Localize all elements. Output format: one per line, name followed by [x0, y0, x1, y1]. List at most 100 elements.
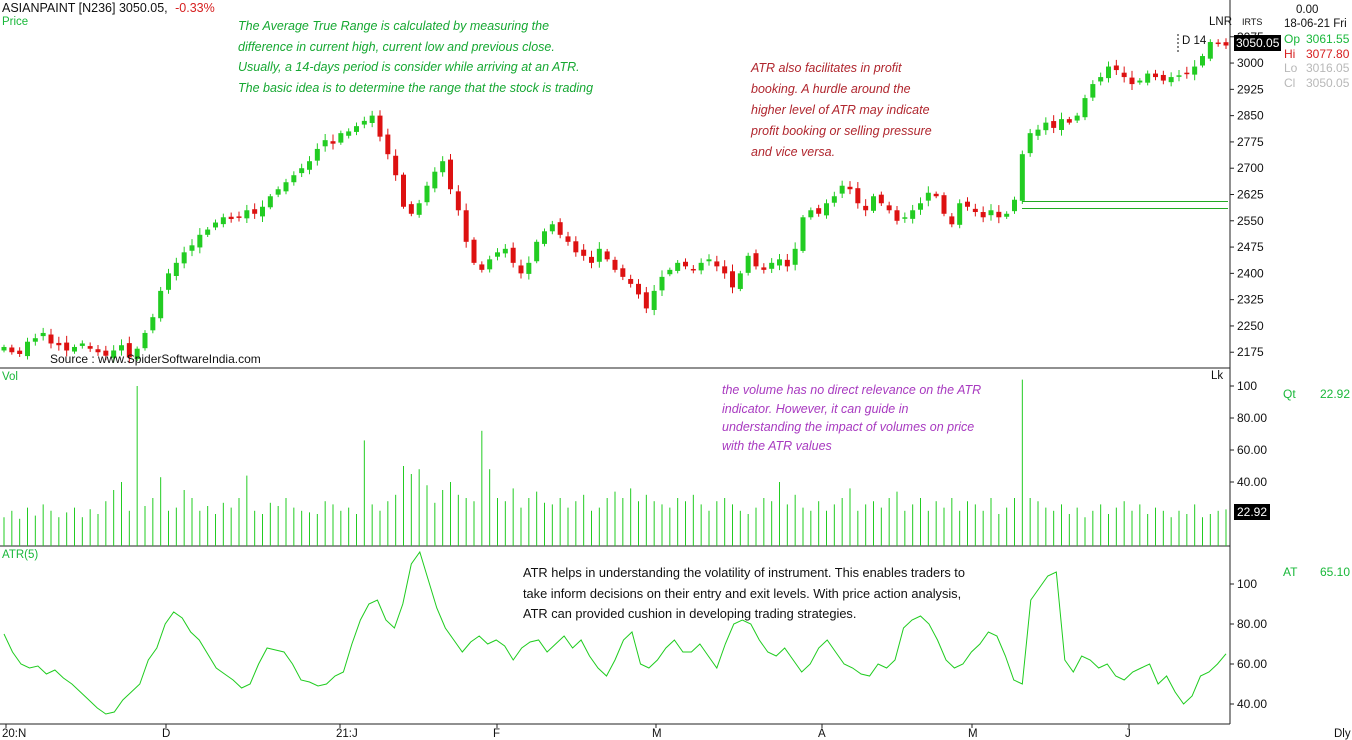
- price-tick-label: 2400: [1237, 266, 1264, 280]
- candle-body: [479, 264, 485, 270]
- candle-body: [761, 267, 767, 270]
- candle-body: [722, 266, 728, 274]
- candle-body: [542, 231, 547, 244]
- price-tick-label: 2700: [1237, 161, 1264, 175]
- candle-body: [189, 245, 195, 251]
- candle-body: [103, 350, 109, 356]
- candle-body: [800, 217, 806, 251]
- candle-body: [886, 205, 892, 211]
- note-line: indicator. However, it can guide in: [722, 401, 909, 416]
- candle-body: [839, 185, 845, 194]
- top-value: 0.00: [1296, 4, 1319, 16]
- candle-body: [448, 159, 453, 190]
- candle-body: [455, 191, 461, 211]
- note-volatility: ATR helps in understanding the volatilit…: [523, 563, 965, 625]
- candle-body: [675, 262, 681, 271]
- candle-body: [737, 273, 743, 289]
- candle-body: [855, 188, 861, 204]
- candle-body: [220, 217, 226, 225]
- candle-body: [784, 259, 790, 267]
- candle-body: [1098, 77, 1104, 82]
- atr-panel[interactable]: [3, 550, 1227, 715]
- candle-body: [1192, 66, 1198, 75]
- candle-body: [1082, 98, 1088, 118]
- candle-body: [918, 203, 923, 210]
- last-price: 3050.05,: [118, 1, 168, 15]
- candle-body: [48, 334, 54, 344]
- atr-tick-label: 100: [1237, 577, 1257, 591]
- atr-line: [3, 550, 1227, 715]
- candle-body: [252, 209, 258, 214]
- at-value: 65.10: [1320, 565, 1351, 579]
- price-label: Price: [2, 16, 29, 28]
- note-line: booking. A hurdle around the: [751, 82, 911, 96]
- price-tick-label: 3000: [1237, 56, 1264, 70]
- candle-body: [933, 193, 939, 197]
- candle-body: [1160, 74, 1166, 81]
- candle-body: [596, 248, 602, 262]
- candle-body: [354, 126, 359, 132]
- note-profit-booking: ATR also facilitates in profit booking. …: [751, 58, 932, 163]
- candle-body: [299, 168, 305, 174]
- note-line: The basic idea is to determine the range…: [238, 80, 594, 95]
- candle-body: [1207, 42, 1213, 59]
- candle-body: [173, 262, 179, 276]
- candle-body: [150, 317, 156, 331]
- candle-body: [636, 283, 641, 295]
- candle-body: [197, 234, 203, 248]
- candle-body: [401, 174, 406, 207]
- candle-body: [957, 203, 963, 225]
- candle-body: [487, 259, 493, 270]
- candle-body: [9, 347, 15, 353]
- lnr-label[interactable]: LNR: [1209, 16, 1233, 28]
- x-tick-label: Dly: [1334, 728, 1351, 740]
- candle-body: [267, 196, 273, 208]
- candle-body: [416, 203, 422, 215]
- candle-body: [393, 155, 399, 176]
- change-percent: -0.33%: [175, 1, 215, 15]
- candle-body: [510, 247, 516, 263]
- candle-body: [322, 140, 328, 147]
- candle-body: [1223, 42, 1229, 46]
- candle-body: [424, 185, 430, 203]
- price-tick-label: 2775: [1237, 135, 1264, 149]
- candle-body: [769, 262, 775, 269]
- atr-tick-label: 80.00: [1237, 617, 1267, 631]
- candle-body: [549, 224, 555, 232]
- note-line: ATR also facilitates in profit: [751, 61, 902, 75]
- ohlc-hi: Hi 3077.80: [1284, 46, 1350, 61]
- candle-body: [871, 196, 876, 211]
- ohlc-readout: Op 3061.55 Hi 3077.80 Lo 3016.05 Cl 3050.05: [1284, 32, 1350, 90]
- price-panel[interactable]: [1, 34, 1229, 364]
- note-line: ATR helps in understanding the volatilit…: [523, 565, 965, 580]
- candle-body: [369, 115, 375, 123]
- candle-body: [283, 182, 289, 192]
- candle-body: [244, 210, 250, 219]
- note-line: ATR can provided cushion in developing t…: [523, 606, 857, 621]
- symbol-title: ASIANPAINT [N236] 3050.05, -0.33%: [2, 1, 215, 15]
- candle-body: [1012, 199, 1017, 212]
- ohlc-cl: Cl 3050.05: [1284, 75, 1350, 90]
- candle-body: [683, 261, 688, 267]
- candle-body: [40, 332, 46, 337]
- candle-body: [589, 256, 594, 263]
- qt-label: Qt: [1283, 387, 1296, 401]
- candle-body: [440, 161, 446, 173]
- atr-tick-label: 40.00: [1237, 697, 1267, 711]
- axes: 2175 2250 2325 2400 2475 2550 2625 2700 2775 2850…: [2, 30, 1351, 740]
- candle-body: [228, 216, 234, 220]
- note-line: the volume has no direct relevance on th…: [722, 383, 982, 397]
- lk-label[interactable]: Lk: [1211, 370, 1224, 382]
- irts-label[interactable]: IRTS: [1242, 17, 1263, 27]
- candle-body: [792, 248, 798, 265]
- volume-last-badge: 22.92: [1234, 504, 1271, 520]
- volume-panel[interactable]: [3, 379, 1227, 546]
- candle-body: [902, 217, 908, 219]
- candle-body: [604, 251, 610, 260]
- candle-body: [25, 341, 30, 357]
- candle-body: [1121, 72, 1127, 78]
- x-tick-label: D: [162, 728, 170, 740]
- candle-body: [213, 222, 218, 228]
- candle-body: [878, 194, 884, 204]
- candle-body: [126, 343, 132, 358]
